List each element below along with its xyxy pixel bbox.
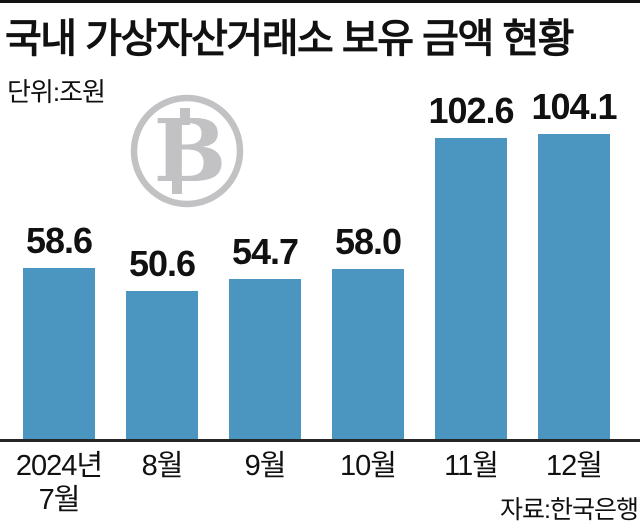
chart-title: 국내 가상자산거래소 보유 금액 현황 (5, 17, 574, 61)
x-tick-line: 9월 (244, 450, 287, 482)
x-tick-label: 12월 (509, 449, 639, 483)
bar-value-label: 102.6 (428, 90, 514, 131)
x-tick-line: 8월 (141, 450, 184, 482)
x-tick-line: 10월 (340, 450, 397, 482)
x-tick-label: 10월 (303, 449, 433, 483)
bar-value-label: 104.1 (531, 86, 617, 127)
bar-5 (435, 138, 507, 441)
bar-6 (538, 134, 610, 441)
x-tick-label: 11월 (406, 449, 536, 483)
bar-value-label: 50.6 (128, 243, 196, 284)
bar-3 (229, 279, 301, 441)
bar-value-label: 58.0 (334, 221, 402, 262)
bar-value-label: 58.6 (25, 220, 93, 261)
x-tick-line: 12월 (546, 450, 603, 482)
unit-label: 단위:조원 (7, 77, 106, 107)
bitcoin-icon: B (127, 89, 247, 209)
bar-value-label: 54.7 (231, 231, 299, 272)
x-tick-line: 11월 (444, 450, 499, 482)
x-tick-label: 2024년 7월 (0, 449, 124, 517)
svg-text:B: B (154, 101, 227, 202)
source-label: 자료:한국은행 (500, 496, 639, 523)
bar-4 (332, 269, 404, 441)
x-tick-line: 2024년 (15, 450, 103, 482)
bar-1 (23, 268, 95, 441)
x-tick-label: 9월 (200, 449, 330, 483)
bar-2 (126, 291, 198, 441)
top-divider-rule (0, 0, 640, 3)
x-tick-line: 7월 (38, 484, 81, 516)
x-tick-label: 8월 (97, 449, 227, 483)
x-axis-line (0, 439, 640, 442)
